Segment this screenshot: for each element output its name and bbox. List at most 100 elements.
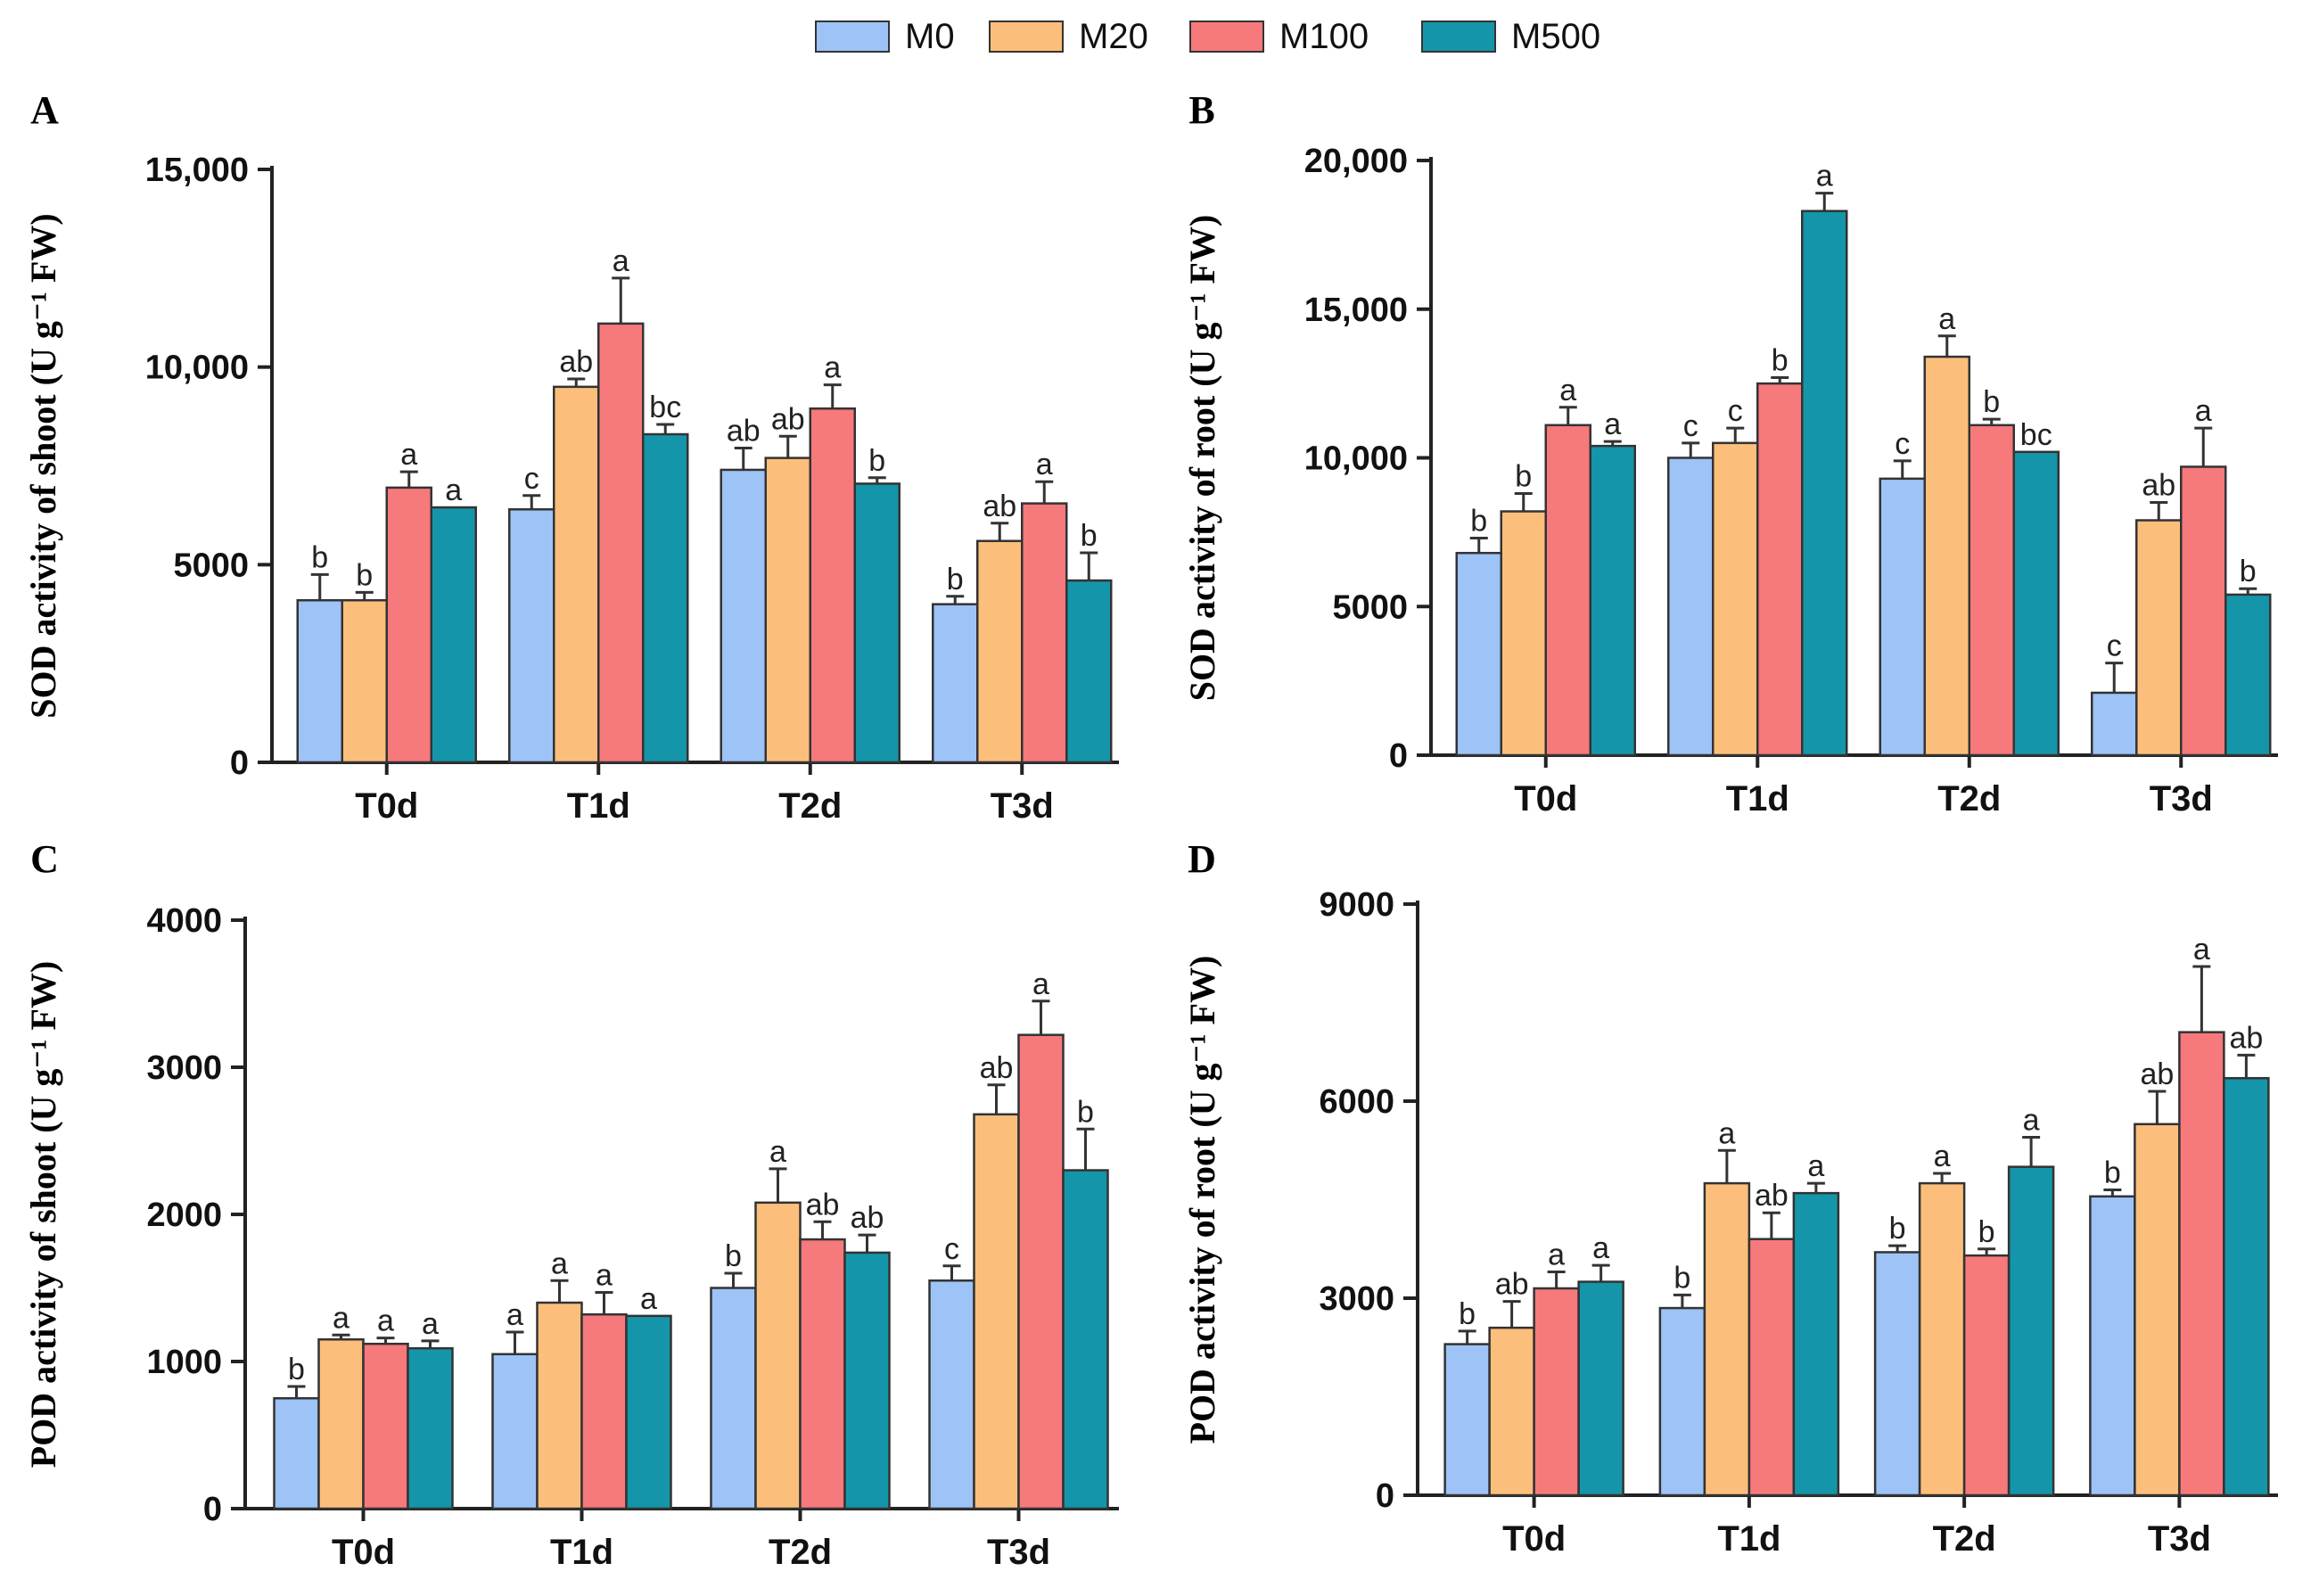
panel-c-letter: C [30,837,59,881]
panel-d-sig-letter-m100-t2d: b [1978,1215,1995,1249]
panel-c-sig-letter-m500-t1d: a [640,1282,657,1316]
panel-d-y-tick-label: 6000 [1319,1083,1394,1121]
panel-b-bar-m0-t1d [1667,457,1715,757]
legend-label-m100: M100 [1279,17,1369,56]
panel-c-sig-letter-m100-t2d: ab [806,1188,840,1222]
panel-a-bar-m20-t0d [341,598,388,764]
panel-d-sig-letter-m100-t1d: ab [1755,1179,1789,1213]
panel-c-sig-letter-m20-t3d: ab [980,1051,1014,1085]
panel-a-sig-letter-m500-t2d: b [868,444,885,478]
panel-b-sig-letter-m0-t3d: c [2107,629,2122,663]
panel-b-sig-letter-m20-t1d: c [1728,394,1743,428]
panel-c-sig-letter-m100-t3d: a [1032,967,1049,1001]
panel-c-bar-m500-t1d [625,1314,672,1510]
panel-a-sig-letter-m500-t1d: bc [649,391,681,424]
panel-d-bar-m100-t1d [1747,1238,1796,1497]
panel-a-sig-letter-m0-t2d: ab [727,415,761,448]
panel-c-y-tick-label: 4000 [146,902,222,940]
panel-b-bar-m0-t0d [1455,551,1502,757]
panel-c-bar-m20-t0d [317,1338,365,1510]
panel-b-sig-letter-m500-t2d: bc [2020,418,2052,452]
legend-label-m500: M500 [1511,17,1600,56]
panel-b-y-tick-label: 20,000 [1304,143,1408,180]
panel-b-letter: B [1188,88,1214,132]
panel-d-bar-m100-t0d [1533,1287,1580,1497]
panel-b-bar-m500-t1d [1801,210,1848,757]
panel-b-y-tick-label: 0 [1389,737,1408,775]
panel-b-y-tick-label: 5000 [1332,588,1408,626]
panel-d-sig-letter-m0-t3d: b [2104,1156,2121,1189]
panel-a-bar-m500-t3d [1065,579,1113,764]
panel-c-sig-letter-m0-t3d: c [944,1232,959,1266]
panel-c-bar-m0-t0d [273,1397,320,1510]
legend-swatch-m20 [989,21,1064,53]
panel-c-sig-letter-m0-t2d: b [725,1239,742,1273]
panel-c-sig-letter-m0-t1d: a [506,1298,523,1332]
panel-a-bar-m100-t2d [809,407,856,764]
panel-d-sig-letter-m100-t0d: a [1548,1238,1565,1272]
panel-c-bar-m20-t1d [536,1301,583,1510]
panel-b-sig-letter-m0-t0d: b [1470,505,1487,539]
panel-b-x-tick-label-t3d: T3d [2150,779,2213,819]
panel-a-bar-m500-t2d [853,482,900,764]
panel-c-bar-m500-t0d [407,1346,454,1510]
legend-item-m20: M20 [989,17,1148,56]
panel-d-sig-letter-m0-t2d: b [1889,1212,1906,1246]
panel-b-bar-m100-t0d [1544,424,1591,757]
panel-b-bar-m20-t0d [1500,510,1547,757]
panel-b-bar-m500-t0d [1589,444,1636,757]
panel-b-bar-m100-t2d [1968,424,2015,757]
panel-a-sig-letter-m100-t3d: a [1036,448,1053,481]
panel-a-bar-m0-t3d [932,603,979,764]
panel-d-bar-m100-t3d [2178,1031,2225,1497]
panel-a-bar-m20-t1d [553,385,600,764]
panel-b-y-axis-label: SOD activity of root (U g⁻¹ FW) [1182,215,1222,702]
panel-a-sig-letter-m0-t1d: c [524,462,539,496]
legend-label-m0: M0 [905,17,955,56]
chart-panel-b: B SOD activity of root (U g⁻¹ FW) 0 5000 10,… [1182,88,2278,819]
panel-c-sig-letter-m20-t1d: a [551,1246,568,1280]
panel-a-sig-letter-m0-t0d: b [311,540,328,574]
panel-a-sig-letter-m100-t2d: a [824,351,841,385]
panel-d-x-tick-label-t2d: T2d [1933,1519,1996,1559]
panel-a-x-tick-label-t1d: T1d [567,786,630,826]
panel-b-y-tick-label: 10,000 [1304,440,1408,478]
panel-c-sig-letter-m500-t3d: b [1077,1095,1094,1129]
panel-b-bar-m20-t3d [2135,519,2183,757]
legend-item-m500: M500 [1421,17,1600,56]
panel-b-sig-letter-m500-t1d: a [1816,160,1833,193]
panel-b-sig-letter-m100-t0d: a [1559,374,1576,407]
panel-a-bar-m500-t1d [642,432,689,764]
panel-d-bar-m20-t0d [1488,1326,1535,1497]
panel-d-x-tick-label-t3d: T3d [2148,1519,2211,1559]
panel-a-bar-m500-t0d [430,506,477,764]
panel-c-bar-m100-t3d [1017,1033,1065,1510]
panel-c-y-tick-label: 1000 [146,1344,222,1381]
panel-d-bar-m0-t3d [2089,1195,2136,1497]
panel-a-sig-letter-m20-t1d: ab [559,345,593,379]
panel-a-x-tick-label-t3d: T3d [991,786,1054,826]
panel-a-y-axis-label: SOD activity of shoot (U g⁻¹ FW) [23,213,63,718]
panel-b-bar-m0-t3d [2091,691,2138,757]
panel-a-sig-letter-m0-t3d: b [947,563,964,596]
panel-d-bar-m500-t1d [1792,1191,1840,1497]
panel-c-bar-m100-t0d [362,1342,409,1510]
panel-b-bar-m500-t3d [2224,593,2272,757]
panel-b-bar-m100-t3d [2180,465,2227,757]
panel-a-sig-letter-m100-t1d: a [613,244,629,278]
panel-a-sig-letter-m500-t0d: a [445,473,462,507]
panel-b-x-tick-label-t2d: T2d [1937,779,2001,819]
panel-d-bar-m500-t2d [2007,1165,2055,1497]
panel-b-sig-letter-m20-t2d: a [1938,302,1955,336]
legend: M0 M20 M100 M500 [815,17,1600,56]
panel-c-y-tick-label: 2000 [146,1197,222,1234]
panel-d-sig-letter-m500-t2d: a [2023,1104,2040,1138]
legend-label-m20: M20 [1079,17,1148,56]
legend-item-m100: M100 [1189,17,1369,56]
legend-item-m0: M0 [815,17,955,56]
panel-d-sig-letter-m20-t2d: a [1934,1139,1951,1173]
panel-a-bar-m100-t3d [1021,502,1068,764]
panel-c-y-axis-label: POD activity of shoot (U g⁻¹ FW) [23,961,63,1468]
panel-c-bar-m0-t3d [928,1279,975,1510]
panel-b-sig-letter-m20-t3d: ab [2142,469,2175,503]
